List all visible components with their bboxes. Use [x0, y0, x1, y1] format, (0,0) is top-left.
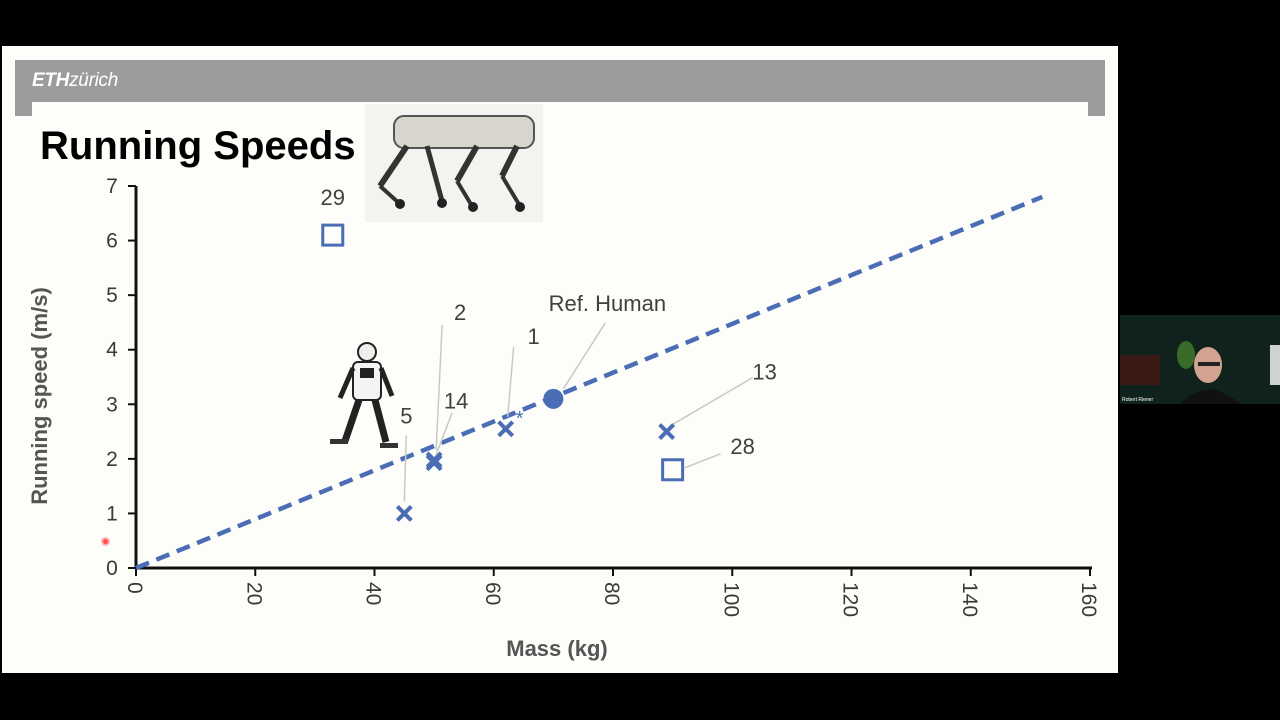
trend-line-group — [135, 194, 1044, 571]
label-leader-line — [562, 322, 607, 390]
y-tick-label: 3 — [106, 393, 118, 416]
point-label: 28 — [730, 434, 754, 459]
label-leader-line — [684, 453, 721, 469]
slide-title: Running Speeds — [40, 124, 356, 168]
x-tick-label: 160 — [1077, 582, 1100, 617]
logo-bold-text: ETH — [32, 70, 70, 91]
laser-pointer-dot — [101, 537, 110, 546]
point-label: 14 — [444, 389, 468, 414]
x-tick-label: 0 — [123, 582, 146, 594]
x-tick-label: 80 — [600, 582, 623, 605]
slide-header-underlay — [32, 102, 1088, 116]
label-leader-line — [670, 376, 754, 427]
point-label: 29 — [321, 185, 345, 210]
y-tick-label: 5 — [106, 284, 118, 307]
point-label: 2 — [454, 300, 466, 325]
webcam-video-feed: Robert Riener — [1120, 315, 1280, 404]
x-marker — [497, 420, 515, 438]
y-tick-label: 1 — [106, 502, 118, 525]
x-marker-stroke — [497, 420, 515, 438]
y-axis-title: Running speed (m/s) — [27, 287, 52, 505]
point-label: 5 — [400, 403, 412, 428]
y-tick-label: 2 — [106, 448, 118, 471]
point-labels: 29 5 2 14 1 * Ref. Human 13 28 — [321, 185, 777, 459]
data-points — [321, 223, 685, 522]
x-marker-stroke — [395, 505, 413, 522]
x-marker-stroke — [658, 423, 676, 440]
x-marker-stroke — [425, 454, 443, 472]
humanoid-robot-image — [330, 342, 398, 448]
point-note: * — [516, 408, 524, 430]
trend-line — [135, 194, 1044, 571]
label-leader-line — [435, 412, 453, 455]
logo-regular-text: zürich — [69, 70, 118, 91]
x-marker — [425, 454, 443, 472]
x-marker — [658, 423, 676, 440]
running-speed-chart: 0 20 40 60 80 100 120 140 160 0 1 2 3 4 5 6 7 29 5 2 14 1 * Re… — [27, 104, 1100, 661]
square-marker — [661, 458, 685, 482]
webcam-participant-name: Robert Riener — [1122, 397, 1154, 403]
x-tick-label: 140 — [958, 582, 981, 617]
point-label: 1 — [528, 324, 540, 349]
chart-axes: 0 20 40 60 80 100 120 140 160 0 1 2 3 4 5 6 7 — [106, 175, 1100, 617]
point-label: Ref. Human — [549, 291, 666, 316]
presentation-slide: ETHzürich Running Speeds — [2, 46, 1118, 673]
y-tick-label: 6 — [106, 230, 118, 253]
x-tick-label: 20 — [242, 582, 265, 605]
x-tick-label: 100 — [719, 582, 742, 617]
point-label: 13 — [752, 360, 776, 385]
y-tick-label: 4 — [106, 339, 118, 362]
label-leader-lines — [403, 322, 754, 502]
label-leader-line — [403, 435, 408, 502]
eth-zurich-logo: ETHzürich — [32, 70, 118, 92]
x-tick-label: 60 — [481, 582, 504, 605]
square-marker — [321, 223, 345, 247]
x-axis-title: Mass (kg) — [506, 636, 607, 661]
label-leader-line — [506, 346, 515, 417]
label-leader-line — [435, 324, 443, 450]
circle-marker — [543, 388, 564, 409]
x-tick-label: 120 — [839, 582, 862, 617]
x-marker — [395, 505, 413, 522]
quadruped-robot-image — [365, 104, 543, 222]
x-tick-label: 40 — [362, 582, 385, 605]
y-tick-label: 7 — [106, 175, 118, 198]
webcam-scene — [1120, 315, 1280, 404]
y-tick-label: 0 — [106, 557, 118, 580]
